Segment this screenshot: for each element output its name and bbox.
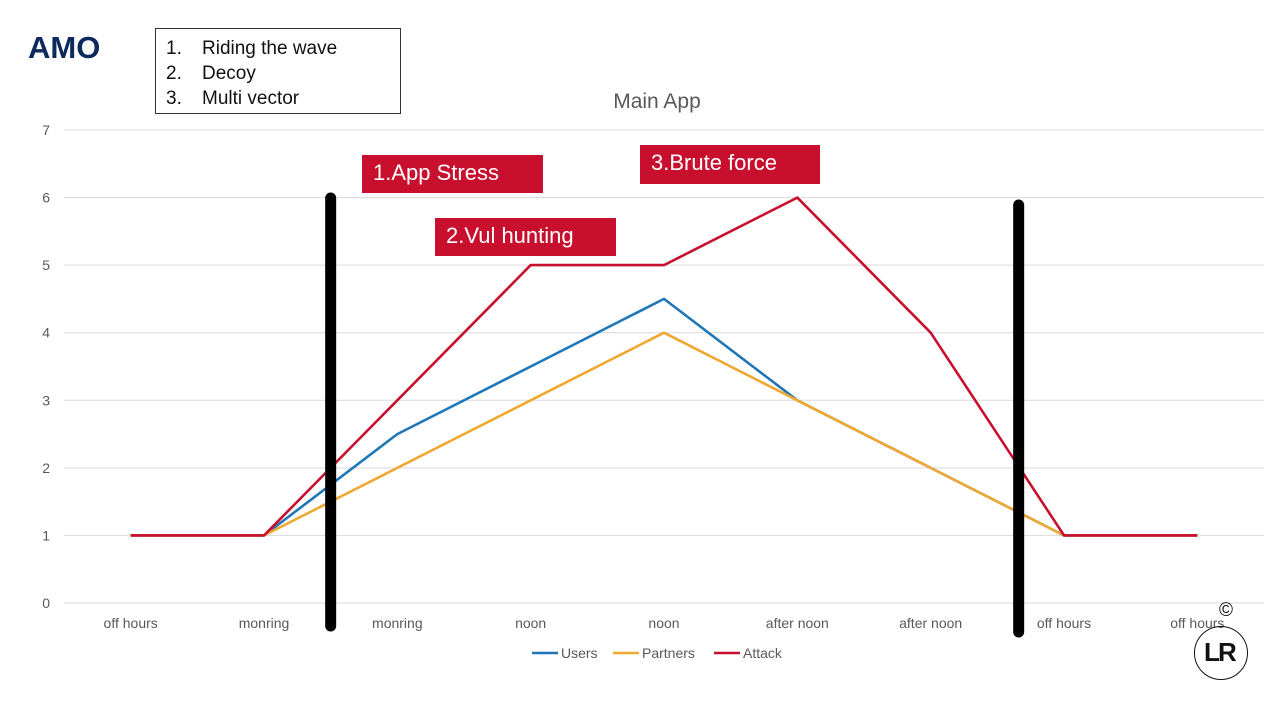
series-line-users bbox=[130, 297, 1198, 537]
company-logo: L R bbox=[1194, 626, 1248, 680]
series-line-partners bbox=[130, 331, 1198, 537]
x-tick-label: after noon bbox=[766, 615, 829, 631]
copyright-symbol: © bbox=[1219, 600, 1233, 621]
technique-label: Multi vector bbox=[202, 88, 300, 109]
y-tick-label: 1 bbox=[42, 527, 50, 543]
technique-label: Decoy bbox=[202, 63, 256, 84]
technique-item: 2. Decoy bbox=[166, 61, 400, 86]
technique-number: 2. bbox=[166, 63, 182, 84]
x-tick-label: noon bbox=[648, 615, 679, 631]
annotation-app-stress: 1.App Stress bbox=[362, 155, 543, 193]
x-tick-label: monring bbox=[372, 615, 423, 631]
chart-title: Main App bbox=[613, 90, 701, 113]
x-tick-label: off hours bbox=[104, 615, 158, 631]
legend-label: Users bbox=[561, 645, 598, 661]
legend-label: Partners bbox=[642, 645, 695, 661]
y-tick-label: 0 bbox=[42, 595, 50, 611]
x-tick-label: noon bbox=[515, 615, 546, 631]
y-tick-label: 4 bbox=[42, 325, 50, 341]
x-tick-label: monring bbox=[239, 615, 290, 631]
technique-label: Riding the wave bbox=[202, 38, 338, 59]
annotation-vul-hunting: 2.Vul hunting bbox=[435, 218, 616, 256]
y-tick-label: 3 bbox=[42, 392, 50, 408]
y-tick-label: 2 bbox=[42, 460, 50, 476]
techniques-list: 1. Riding the wave 2. Decoy 3. Multi vector bbox=[155, 28, 401, 114]
x-tick-label: off hours bbox=[1037, 615, 1091, 631]
technique-number: 3. bbox=[166, 88, 182, 109]
series-line-attack bbox=[130, 196, 1198, 537]
technique-number: 1. bbox=[166, 38, 182, 59]
technique-item: 3. Multi vector bbox=[166, 86, 400, 111]
y-tick-label: 5 bbox=[42, 257, 50, 273]
y-tick-label: 7 bbox=[42, 122, 50, 138]
annotation-brute-force: 3.Brute force bbox=[640, 145, 820, 184]
legend-label: Attack bbox=[743, 645, 783, 661]
logo-letter-right: R bbox=[1218, 637, 1237, 667]
technique-item: 1. Riding the wave bbox=[166, 36, 400, 61]
brand-title: AMO bbox=[28, 30, 101, 65]
logo-letter-left: L bbox=[1204, 637, 1220, 667]
y-tick-label: 6 bbox=[42, 190, 50, 206]
x-tick-label: after noon bbox=[899, 615, 962, 631]
